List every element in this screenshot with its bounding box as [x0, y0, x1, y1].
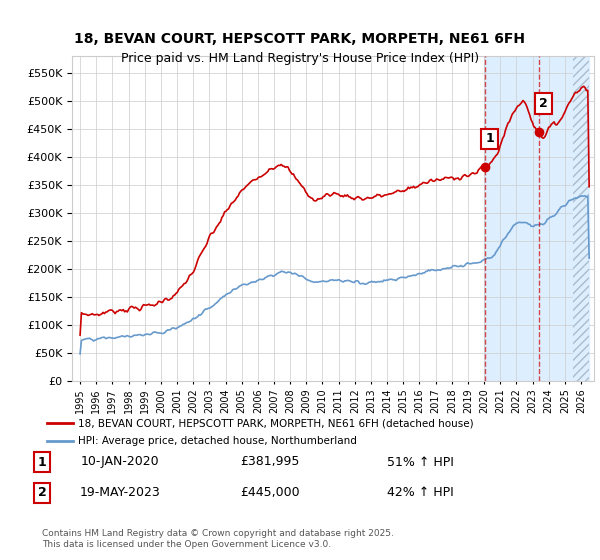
- Bar: [484, 56, 589, 381]
- Bar: [573, 56, 589, 381]
- Text: £381,995: £381,995: [241, 455, 299, 469]
- Text: HPI: Average price, detached house, Northumberland: HPI: Average price, detached house, Nort…: [78, 436, 357, 446]
- Text: Price paid vs. HM Land Registry's House Price Index (HPI): Price paid vs. HM Land Registry's House …: [121, 52, 479, 66]
- Text: 2: 2: [539, 97, 548, 110]
- Text: 51% ↑ HPI: 51% ↑ HPI: [386, 455, 454, 469]
- Text: Contains HM Land Registry data © Crown copyright and database right 2025.
This d: Contains HM Land Registry data © Crown c…: [42, 529, 394, 549]
- Text: 2: 2: [38, 486, 46, 500]
- Text: 19-MAY-2023: 19-MAY-2023: [80, 486, 160, 500]
- Text: 42% ↑ HPI: 42% ↑ HPI: [386, 486, 454, 500]
- Text: 18, BEVAN COURT, HEPSCOTT PARK, MORPETH, NE61 6FH (detached house): 18, BEVAN COURT, HEPSCOTT PARK, MORPETH,…: [78, 418, 474, 428]
- Text: 10-JAN-2020: 10-JAN-2020: [80, 455, 160, 469]
- Bar: [573, 56, 589, 381]
- Text: 18, BEVAN COURT, HEPSCOTT PARK, MORPETH, NE61 6FH: 18, BEVAN COURT, HEPSCOTT PARK, MORPETH,…: [74, 32, 526, 46]
- Text: 1: 1: [38, 455, 46, 469]
- Text: £445,000: £445,000: [240, 486, 300, 500]
- Text: 1: 1: [485, 132, 494, 146]
